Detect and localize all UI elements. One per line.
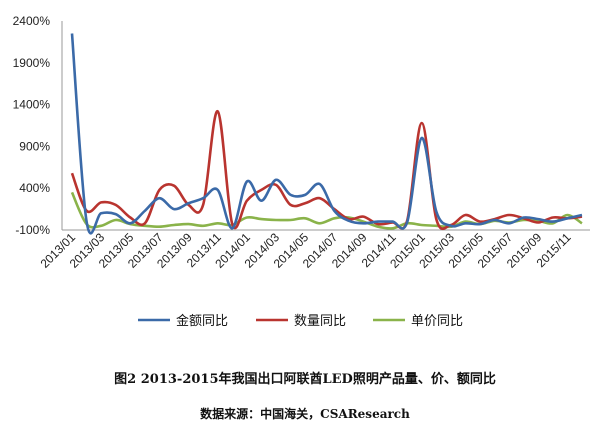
legend-label: 数量同比 bbox=[294, 314, 346, 329]
y-tick-label: 400% bbox=[19, 181, 50, 195]
series-line-2 bbox=[70, 109, 583, 230]
legend: 金额同比 数量同比 单价同比 bbox=[138, 313, 463, 329]
x-tick-labels: 2013/012013/032013/052013/072013/092013/… bbox=[38, 230, 574, 271]
y-tick-label: 1900% bbox=[13, 56, 51, 70]
figure-caption: 图2 2013-2015年我国出口阿联酋LED照明产品量、价、额同比 bbox=[114, 372, 496, 387]
y-tick-label: 2400% bbox=[13, 14, 51, 28]
y-tick-label: 900% bbox=[19, 139, 50, 153]
series-lines bbox=[70, 33, 583, 235]
y-tick-labels: -100% 400% 900% 1400% 1900% 2400% bbox=[13, 14, 51, 237]
y-tick-label: 1400% bbox=[13, 98, 51, 112]
legend-label: 金额同比 bbox=[176, 313, 228, 329]
y-tick-label: -100% bbox=[15, 223, 50, 237]
legend-label: 单价同比 bbox=[411, 314, 463, 329]
data-source-note: 数据来源：中国海关，CSAResearch bbox=[200, 407, 410, 421]
series-line-1 bbox=[70, 33, 583, 235]
line-chart: -100% 400% 900% 1400% 1900% 2400% 2013/012013… bbox=[13, 14, 590, 329]
